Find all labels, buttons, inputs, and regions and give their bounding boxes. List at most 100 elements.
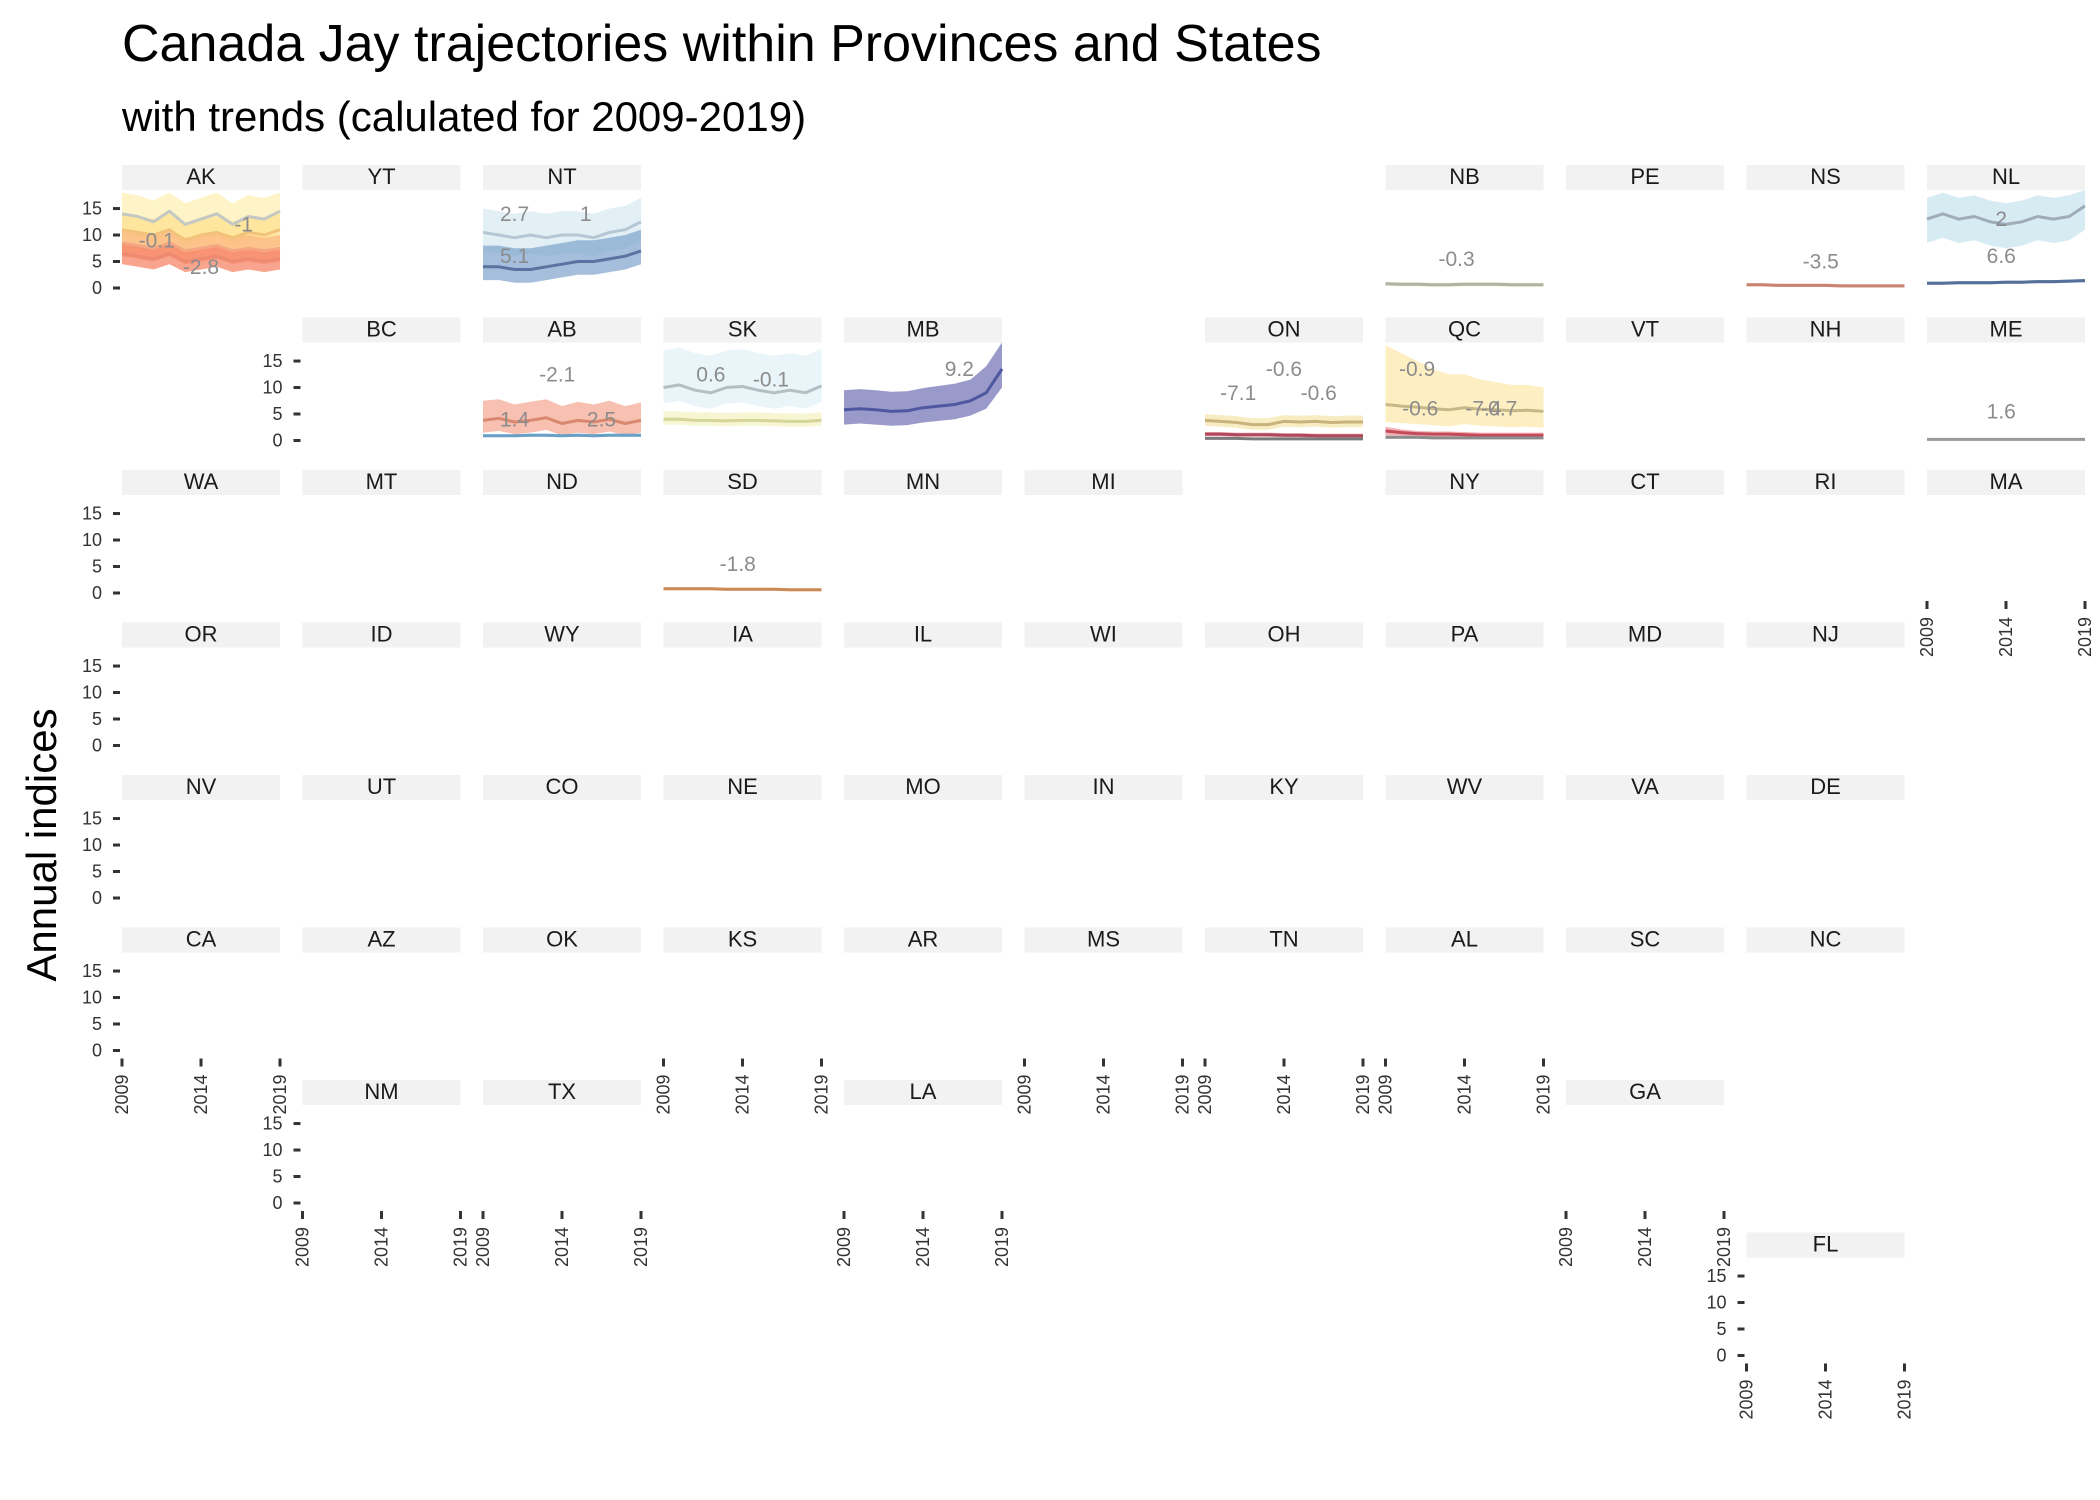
panel-qc: QC -0.9 -0.6 -7.4-0.7 [1385,317,1544,440]
strip-label: AR [908,927,939,952]
strip-label: QC [1448,317,1481,342]
panel-wv: WV [1385,774,1544,800]
confidence-band [663,347,822,409]
y-tick-label: 10 [82,988,102,1008]
strip-background [1746,622,1905,648]
strip-label: VT [1631,317,1659,342]
confidence-band [1927,190,2085,249]
strip-label: YT [367,164,395,189]
y-tick-label: 10 [82,225,102,245]
y-tick-label: 5 [92,557,102,577]
strip-background [483,1080,641,1105]
trend-label: 2.7 [500,203,529,226]
y-tick-label: 0 [92,278,102,298]
panel-ia: IA [663,622,822,648]
strip-background [483,622,641,648]
panel-co: CO [483,774,641,800]
panel-fl: FL 0 5 10 15 2009 2014 2019 [1706,1232,1914,1420]
strip-label: NC [1810,927,1842,952]
trend-label: -1 [234,213,253,236]
strip-background [302,470,461,495]
trend-label: -3.5 [1803,251,1839,274]
strip-background [122,165,280,190]
strip-label: CA [186,927,217,952]
x-tick-label: 2019 [1173,1075,1193,1115]
series-line [121,209,281,226]
panel-vt: VT [1566,317,1724,343]
panel-sk: SK0.6 -0.1 [663,317,823,427]
x-tick-label: 2014 [552,1227,572,1267]
panel-wy: WY [483,622,641,648]
series-line [1205,432,1363,438]
trend-label: 2.5 [587,408,616,431]
series-line [843,368,1004,413]
strip-background [122,470,280,495]
panel-bc: BC 0 5 10 15 [262,317,461,451]
strip-background [122,927,280,953]
y-tick-label: 15 [82,504,102,524]
panel-or: OR 0 5 10 15 [82,622,280,756]
x-tick-label: 2009 [1015,1075,1035,1115]
strip-background [1746,470,1905,495]
strip-background [1746,165,1905,190]
strip-label: AL [1451,927,1478,952]
x-tick-label: 2009 [473,1227,493,1267]
panel-nm: NM 0 5 10 15 2009 2014 2019 [262,1079,470,1267]
strip-label: KY [1269,774,1299,799]
y-tick-label: 5 [272,404,282,424]
panel-il: IL [844,622,1002,648]
panel-me: ME 1.6 [1927,317,2085,441]
strip-background [1024,622,1183,648]
trend-label: 2 [1995,208,2007,231]
panel-tx: TX 2009 2014 2019 [473,1079,651,1267]
series-line [663,383,823,395]
strip-label: FL [1813,1232,1839,1257]
strip-background [1205,775,1363,800]
x-tick-label: 2019 [451,1227,471,1267]
panel-la: LA 2009 2014 2019 [834,1079,1012,1267]
x-tick-label: 2014 [913,1227,933,1267]
trend-label: -7.1 [1220,382,1256,405]
x-tick-label: 2009 [1737,1380,1757,1420]
y-tick-label: 5 [92,252,102,272]
x-tick-label: 2019 [270,1075,290,1115]
strip-label: MS [1087,927,1120,952]
y-tick-label: 5 [92,862,102,882]
panel-mi: MI [1024,469,1183,495]
chart-title: Canada Jay trajectories within Provinces… [122,15,1322,73]
strip-label: PE [1630,164,1659,189]
strip-label: KS [728,927,757,952]
strip-label: PA [1451,622,1479,647]
trend-label: -0.3 [1439,248,1475,271]
x-tick-label: 2014 [1816,1380,1836,1420]
series-line [121,228,281,242]
y-tick-label: 5 [1716,1319,1726,1339]
y-tick-label: 5 [92,1014,102,1034]
y-tick-label: 5 [92,709,102,729]
strip-background [302,317,461,343]
x-tick-label: 2009 [654,1075,674,1115]
trend-label: -0.6 [1301,382,1337,405]
strip-background [1566,622,1724,648]
y-tick-label: 0 [92,736,102,756]
strip-label: MB [907,317,940,342]
x-tick-label: 2014 [191,1075,211,1115]
series-line [1926,204,2086,226]
strip-background [1205,622,1363,648]
strip-label: MA [1990,469,2023,494]
series-line [1385,282,1544,287]
strip-background [844,927,1002,953]
strip-background [1385,927,1544,953]
panel-sd: SD -1.8 [663,469,822,592]
x-tick-label: 2009 [1556,1227,1576,1267]
panel-de: DE [1746,774,1905,800]
strip-label: OR [185,622,218,647]
y-tick-label: 10 [262,1140,282,1160]
trend-label: -0.6 [1402,398,1438,421]
panel-ma: MA 2009 2014 2019 [1917,469,2095,657]
panel-nj: NJ [1746,622,1905,648]
x-tick-label: 2019 [992,1227,1012,1267]
strip-background [1566,775,1724,800]
series-line [483,249,642,271]
panel-ca: CA 0 5 10 15 2009 2014 2019 [82,927,290,1115]
